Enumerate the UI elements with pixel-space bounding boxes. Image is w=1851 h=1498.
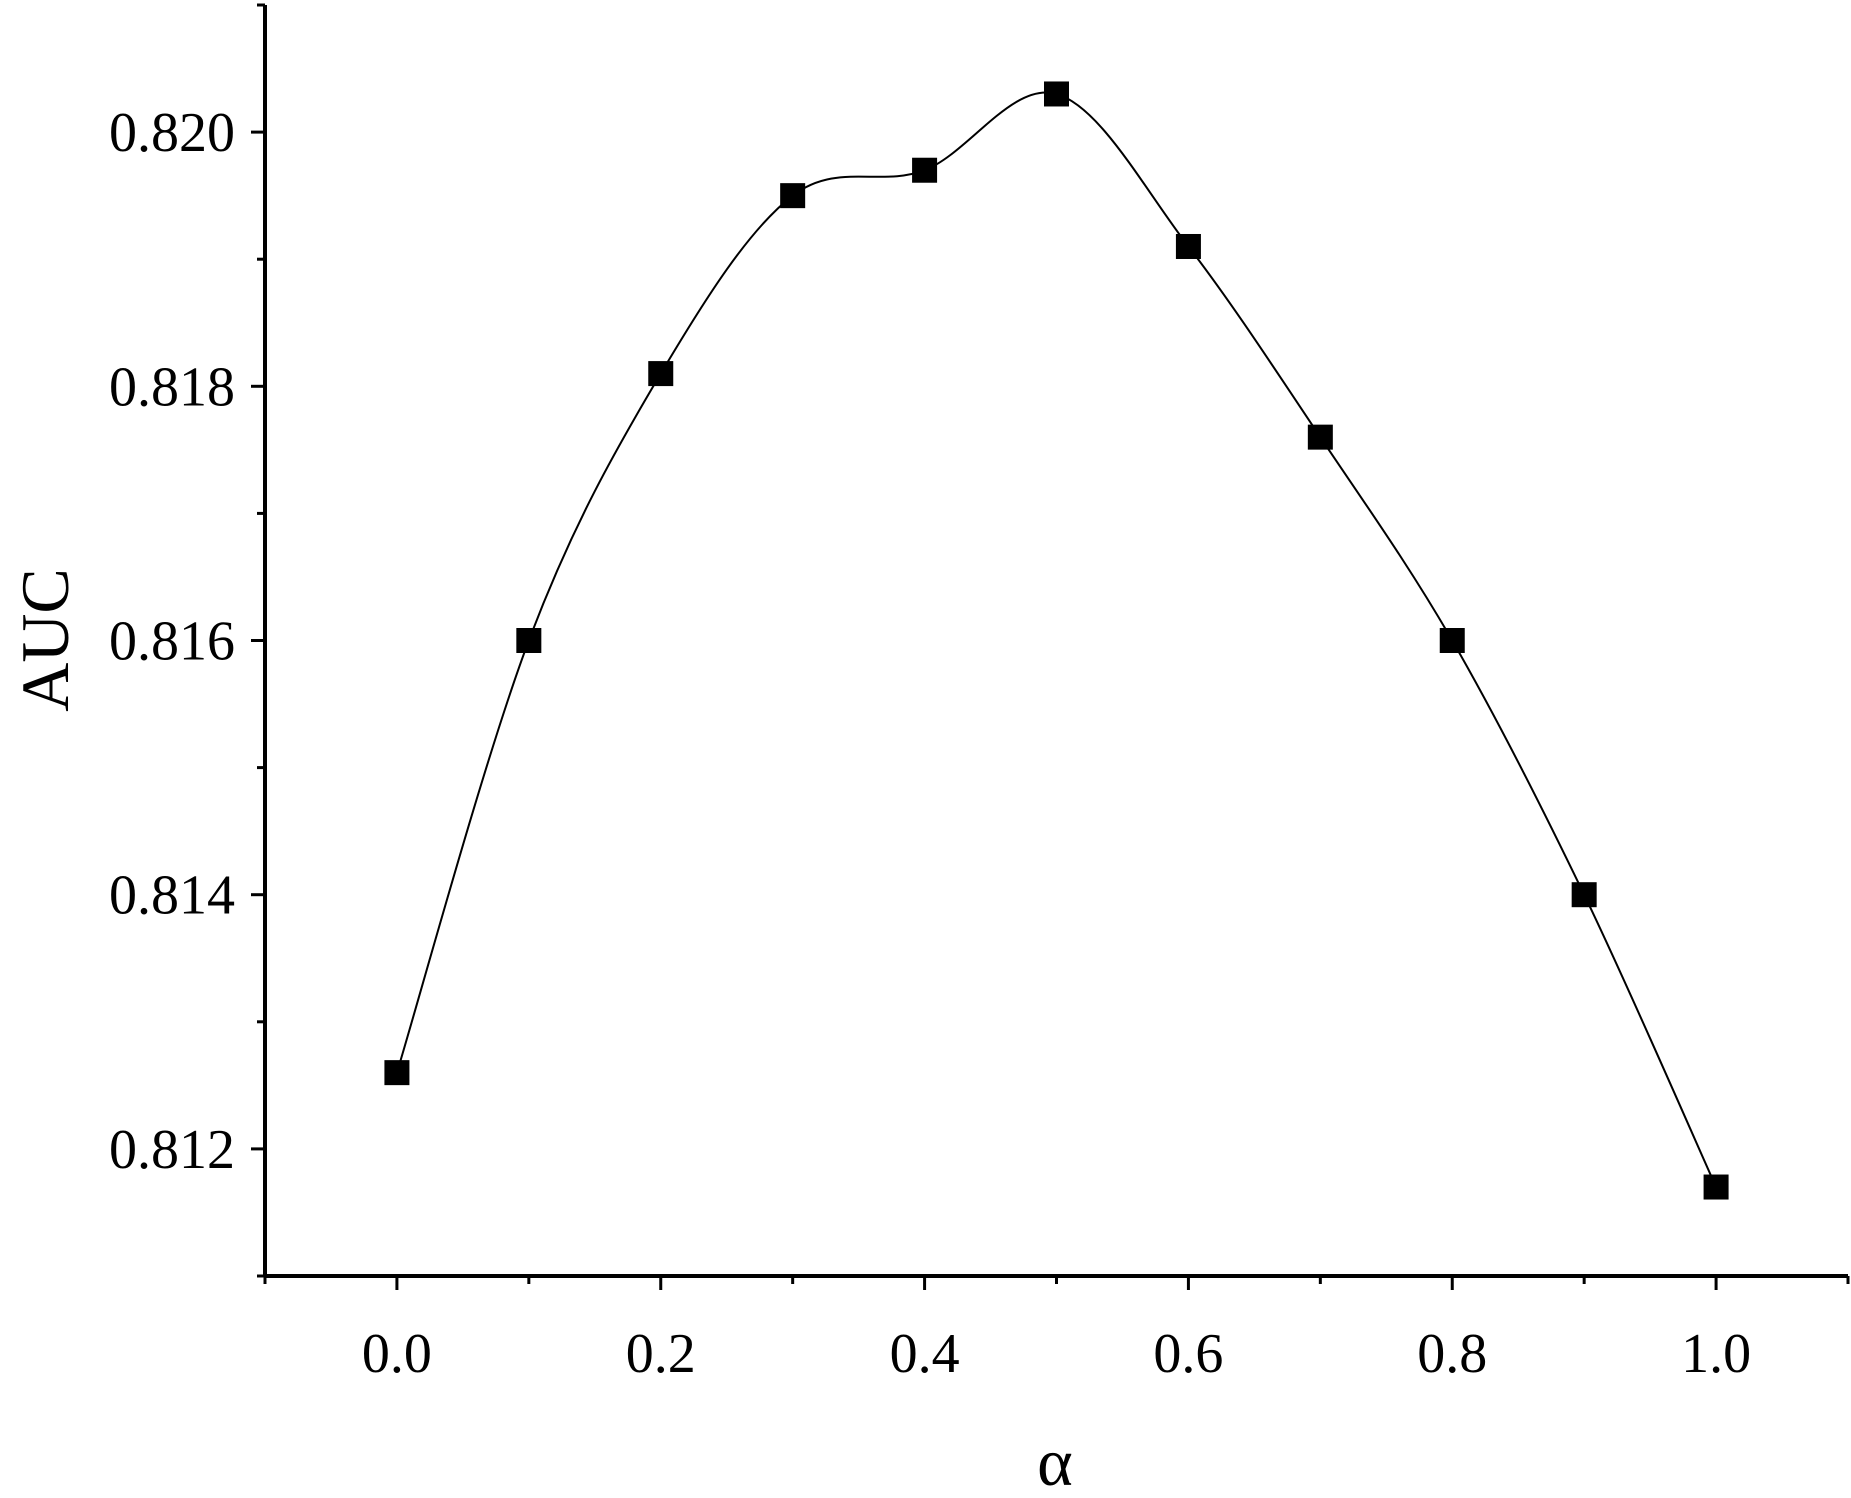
data-point — [384, 1060, 410, 1086]
y-tick-label: 0.818 — [109, 356, 235, 418]
y-tick-label: 0.812 — [109, 1119, 235, 1181]
y-axis-ticks: 0.812 0.814 0.816 0.818 0.820 — [109, 3, 265, 1278]
series-line — [395, 91, 1717, 1188]
x-tick-label: 0.0 — [362, 1323, 432, 1385]
data-markers — [384, 81, 1729, 1200]
data-point — [780, 183, 806, 209]
y-axis-title: AUC — [7, 568, 83, 712]
x-axis-title: α — [1037, 1424, 1073, 1498]
data-point — [1175, 233, 1201, 259]
x-tick-label: 0.2 — [626, 1323, 696, 1385]
y-tick-label: 0.820 — [109, 102, 235, 164]
data-point — [648, 361, 674, 387]
x-axis-ticks: 0.0 0.2 0.4 0.6 0.8 1.0 — [263, 1276, 1850, 1385]
data-point — [1307, 424, 1333, 450]
x-tick-label: 0.6 — [1153, 1323, 1223, 1385]
data-point — [1044, 81, 1069, 107]
y-tick-label: 0.816 — [109, 611, 235, 673]
data-point — [1703, 1174, 1729, 1200]
data-point — [912, 157, 938, 183]
y-tick-label: 0.814 — [109, 865, 235, 927]
x-tick-label: 0.4 — [890, 1323, 960, 1385]
x-tick-label: 0.8 — [1417, 1323, 1487, 1385]
data-point — [1439, 628, 1465, 653]
data-point — [1571, 882, 1597, 908]
data-point — [516, 628, 542, 653]
x-tick-label: 1.0 — [1681, 1323, 1751, 1385]
